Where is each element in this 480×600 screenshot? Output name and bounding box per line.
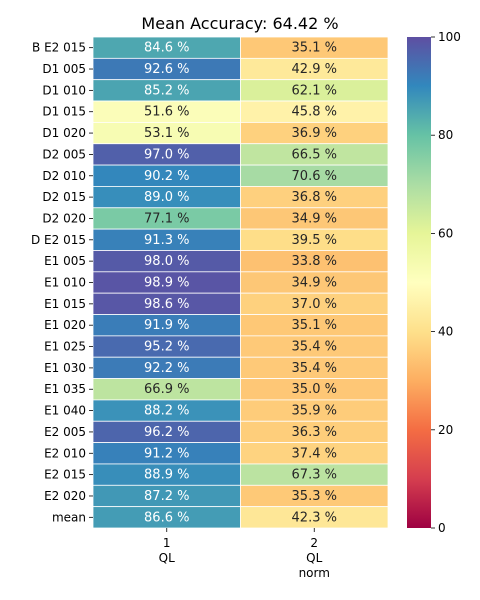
row-tick-label: E2 020 bbox=[44, 489, 86, 503]
column-tick-label: 1 bbox=[163, 536, 171, 550]
row-tick-label: E1 035 bbox=[44, 382, 86, 396]
row-tick-label: D1 005 bbox=[42, 62, 86, 76]
row-tick-label: E2 005 bbox=[44, 425, 86, 439]
row-tick-label: E1 020 bbox=[44, 318, 86, 332]
row-tick-label: E2 015 bbox=[44, 468, 86, 482]
cell-value-label: 35.3 % bbox=[292, 489, 337, 504]
colorbar-gradient bbox=[407, 37, 431, 528]
cell-value-label: 37.0 % bbox=[292, 297, 337, 312]
row-tick-label: D1 020 bbox=[42, 126, 86, 140]
cell-value-label: 85.2 % bbox=[144, 83, 189, 98]
cell-value-label: 91.9 % bbox=[144, 318, 189, 333]
colorbar-tick-label: 20 bbox=[438, 423, 453, 437]
cell-value-label: 89.0 % bbox=[144, 190, 189, 205]
cell-value-label: 35.9 % bbox=[292, 404, 337, 419]
cell-value-label: 36.8 % bbox=[292, 190, 337, 205]
cell-value-label: 37.4 % bbox=[292, 446, 337, 461]
colorbar: 0 20 40 60 80 100 bbox=[407, 30, 461, 535]
cell-value-label: 45.8 % bbox=[292, 105, 337, 120]
row-tick-label: B E2 015 bbox=[32, 41, 86, 55]
heatmap-cells: 84.6 % 35.1 % 92.6 % 42.9 % 85.2 % 62.1 % 51.6… bbox=[92, 36, 389, 529]
colorbar-tick-label: 60 bbox=[438, 226, 453, 240]
cell-value-label: 91.2 % bbox=[144, 446, 189, 461]
cell-value-label: 36.3 % bbox=[292, 425, 337, 440]
cell-value-label: 34.9 % bbox=[292, 211, 337, 226]
cell-value-label: 35.4 % bbox=[292, 340, 337, 355]
cell-value-label: 35.4 % bbox=[292, 361, 337, 376]
cell-value-label: 35.1 % bbox=[292, 41, 337, 56]
row-tick-labels: B E2 015 D1 005 D1 010 D1 015 D1 020 D2 005 D2… bbox=[31, 41, 93, 524]
row-tick-label: D1 015 bbox=[42, 105, 86, 119]
row-tick-label: E1 015 bbox=[44, 297, 86, 311]
cell-value-label: 97.0 % bbox=[144, 147, 189, 162]
cell-value-label: 98.0 % bbox=[144, 254, 189, 269]
cell-value-label: 42.3 % bbox=[292, 510, 337, 525]
cell-value-label: 51.6 % bbox=[144, 105, 189, 120]
column-tick-label: QL bbox=[159, 551, 175, 565]
cell-value-label: 53.1 % bbox=[144, 126, 189, 141]
cell-value-label: 86.6 % bbox=[144, 510, 189, 525]
row-tick-label: mean bbox=[52, 510, 86, 524]
row-tick-label: E2 010 bbox=[44, 446, 86, 460]
cell-value-label: 96.2 % bbox=[144, 425, 189, 440]
cell-value-label: 34.9 % bbox=[292, 276, 337, 291]
colorbar-tick-label: 100 bbox=[438, 30, 461, 44]
cell-value-label: 62.1 % bbox=[292, 83, 337, 98]
cell-value-label: 98.6 % bbox=[144, 297, 189, 312]
cell-value-label: 66.9 % bbox=[144, 382, 189, 397]
cell-value-label: 39.5 % bbox=[292, 233, 337, 248]
cell-value-label: 77.1 % bbox=[144, 211, 189, 226]
column-tick-label: norm bbox=[299, 566, 330, 580]
row-tick-label: E1 040 bbox=[44, 404, 86, 418]
cell-value-label: 95.2 % bbox=[144, 340, 189, 355]
row-tick-label: D1 010 bbox=[42, 83, 86, 97]
column-tick-label: 2 bbox=[310, 536, 318, 550]
cell-value-label: 88.2 % bbox=[144, 404, 189, 419]
cell-value-label: 84.6 % bbox=[144, 41, 189, 56]
row-tick-label: E1 005 bbox=[44, 254, 86, 268]
column-tick-label: QL bbox=[306, 551, 322, 565]
row-tick-label: E1 010 bbox=[44, 276, 86, 290]
cell-value-label: 88.9 % bbox=[144, 468, 189, 483]
cell-value-label: 70.6 % bbox=[292, 169, 337, 184]
cell-value-label: 98.9 % bbox=[144, 276, 189, 291]
cell-value-label: 92.2 % bbox=[144, 361, 189, 376]
cell-value-label: 66.5 % bbox=[292, 147, 337, 162]
row-tick-label: E1 025 bbox=[44, 340, 86, 354]
cell-value-label: 90.2 % bbox=[144, 169, 189, 184]
cell-value-label: 67.3 % bbox=[292, 468, 337, 483]
cell-value-label: 91.3 % bbox=[144, 233, 189, 248]
cell-value-label: 33.8 % bbox=[292, 254, 337, 269]
row-tick-label: D2 020 bbox=[42, 211, 86, 225]
cell-value-label: 87.2 % bbox=[144, 489, 189, 504]
row-tick-label: D2 010 bbox=[42, 169, 86, 183]
row-tick-label: E1 030 bbox=[44, 361, 86, 375]
row-tick-label: D2 005 bbox=[42, 147, 86, 161]
colorbar-tick-label: 40 bbox=[438, 325, 453, 339]
colorbar-tick-label: 80 bbox=[438, 128, 453, 142]
colorbar-tick-label: 0 bbox=[438, 521, 446, 535]
row-tick-label: D2 015 bbox=[42, 190, 86, 204]
cell-value-label: 92.6 % bbox=[144, 62, 189, 77]
cell-value-label: 36.9 % bbox=[292, 126, 337, 141]
row-tick-label: D E2 015 bbox=[31, 233, 86, 247]
cell-value-label: 35.0 % bbox=[292, 382, 337, 397]
cell-value-label: 35.1 % bbox=[292, 318, 337, 333]
chart-title: Mean Accuracy: 64.42 % bbox=[141, 14, 338, 33]
cell-value-label: 42.9 % bbox=[292, 62, 337, 77]
